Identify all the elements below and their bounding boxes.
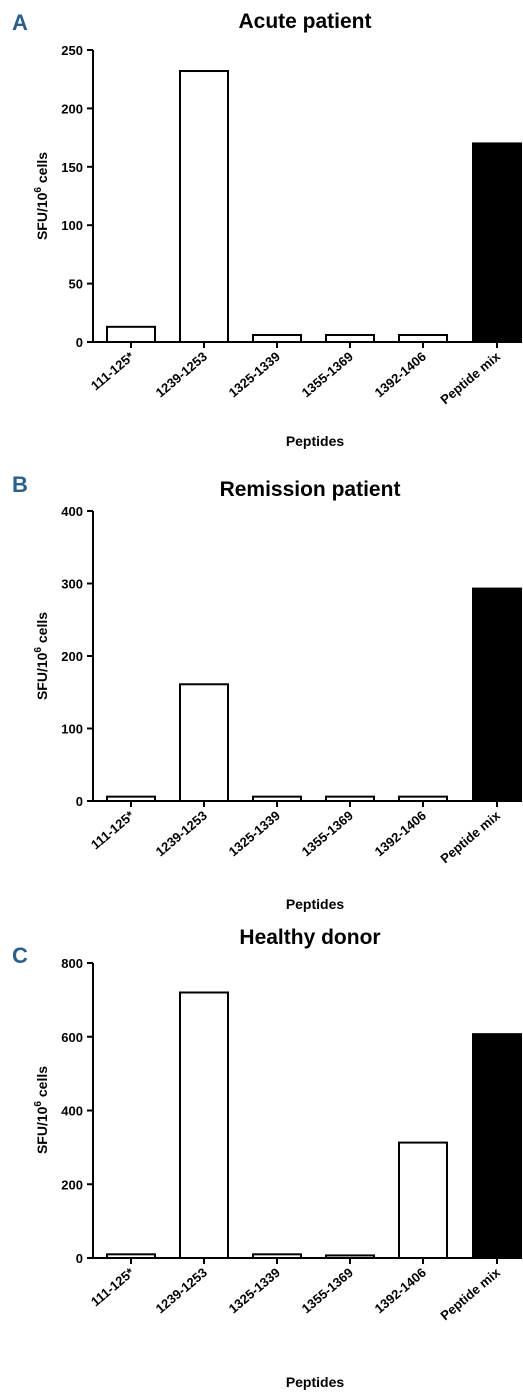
x-category-label: 1392-1406 xyxy=(372,808,429,859)
x-category-label: 111-125* xyxy=(88,807,138,852)
bar-1325-1339 xyxy=(252,795,302,803)
x-category-label: 111-125* xyxy=(88,348,138,393)
y-axis-label: SFU/106 cells xyxy=(33,1066,50,1154)
bar-1239-1253 xyxy=(179,991,229,1259)
x-category-label: Peptide mix xyxy=(437,1264,503,1323)
y-tick-label: 400 xyxy=(61,504,83,519)
y-axis-label-main: SFU/10 xyxy=(34,192,50,240)
x-category-label: 1392-1406 xyxy=(372,349,429,400)
y-tick-label: 150 xyxy=(61,160,83,175)
y-tick-label: 600 xyxy=(61,1030,83,1045)
bar-peptide-mix xyxy=(472,587,522,803)
bar-1325-1339 xyxy=(252,1253,302,1259)
bar-1392-1406 xyxy=(398,333,448,344)
bar-peptide-mix xyxy=(472,142,522,343)
x-category-label: 1325-1339 xyxy=(226,808,283,859)
y-tick-label: 400 xyxy=(61,1104,83,1119)
bar-1355-1369 xyxy=(325,333,375,344)
y-tick-label: 200 xyxy=(61,101,83,116)
bar-1355-1369 xyxy=(325,795,375,803)
x-category-label: 1239-1253 xyxy=(153,808,210,859)
bar-1239-1253 xyxy=(179,70,229,344)
bar-1325-1339 xyxy=(252,333,302,344)
y-tick-label: 50 xyxy=(69,277,83,292)
y-tick-label: 100 xyxy=(61,722,83,737)
chart-panel-c: C Healthy donor 0 200 400 600 800 111-125* 1239-… xyxy=(12,926,522,1390)
y-axis-label-tail: cells xyxy=(34,1066,50,1101)
chart-panel-a: A Acute patient 0 50 100 150 200 250 111-125* 123… xyxy=(12,10,522,449)
x-category-label: 1355-1369 xyxy=(299,808,356,859)
y-axis-label-main: SFU/10 xyxy=(34,1106,50,1154)
bar-111-125- xyxy=(106,795,156,803)
y-axis-label-sup: 6 xyxy=(33,1101,44,1107)
x-axis-label: Peptides xyxy=(286,896,345,912)
bar-peptide-mix xyxy=(472,1033,522,1259)
panel-letter: A xyxy=(12,10,28,35)
x-category-label: 1239-1253 xyxy=(153,349,210,400)
y-axis-label-sup: 6 xyxy=(33,187,44,193)
bar-111-125- xyxy=(106,325,156,344)
x-category-label: 1325-1339 xyxy=(226,349,283,400)
y-axis-label-sup: 6 xyxy=(33,647,44,653)
chart-title: Healthy donor xyxy=(239,926,380,949)
y-tick-label: 0 xyxy=(76,335,83,350)
bar-1239-1253 xyxy=(179,683,229,803)
panel-letter: B xyxy=(12,472,28,497)
x-category-label: 111-125* xyxy=(88,1264,138,1309)
x-axis-label: Peptides xyxy=(286,433,345,449)
chart-title: Remission patient xyxy=(220,478,401,501)
x-category-label: 1392-1406 xyxy=(372,1265,429,1316)
y-axis-label: SFU/106 cells xyxy=(33,612,50,700)
bar-111-125- xyxy=(106,1253,156,1259)
x-axis-label: Peptides xyxy=(286,1374,345,1390)
x-category-label: Peptide mix xyxy=(437,807,503,866)
x-category-label: 1325-1339 xyxy=(226,1265,283,1316)
y-axis-label-main: SFU/10 xyxy=(34,652,50,700)
chart-panel-b: B Remission patient 0 100 200 300 400 111-125* 1… xyxy=(12,472,522,912)
panel-letter: C xyxy=(12,943,28,968)
y-axis-label: SFU/106 cells xyxy=(33,152,50,240)
chart-title: Acute patient xyxy=(238,10,371,33)
y-axis-label-tail: cells xyxy=(34,152,50,187)
x-category-label: 1239-1253 xyxy=(153,1265,210,1316)
x-category-label: 1355-1369 xyxy=(299,1265,356,1316)
y-tick-label: 800 xyxy=(61,956,83,971)
y-axis-label-tail: cells xyxy=(34,612,50,647)
bar-1355-1369 xyxy=(325,1254,375,1259)
y-tick-label: 100 xyxy=(61,218,83,233)
x-category-label: 1355-1369 xyxy=(299,349,356,400)
y-tick-label: 200 xyxy=(61,649,83,664)
y-tick-label: 0 xyxy=(76,1251,83,1266)
x-category-label: Peptide mix xyxy=(437,348,503,407)
bar-1392-1406 xyxy=(398,795,448,803)
bar-1392-1406 xyxy=(398,1141,448,1260)
y-tick-label: 300 xyxy=(61,577,83,592)
y-tick-label: 200 xyxy=(61,1177,83,1192)
y-tick-label: 250 xyxy=(61,43,83,58)
y-tick-label: 0 xyxy=(76,794,83,809)
